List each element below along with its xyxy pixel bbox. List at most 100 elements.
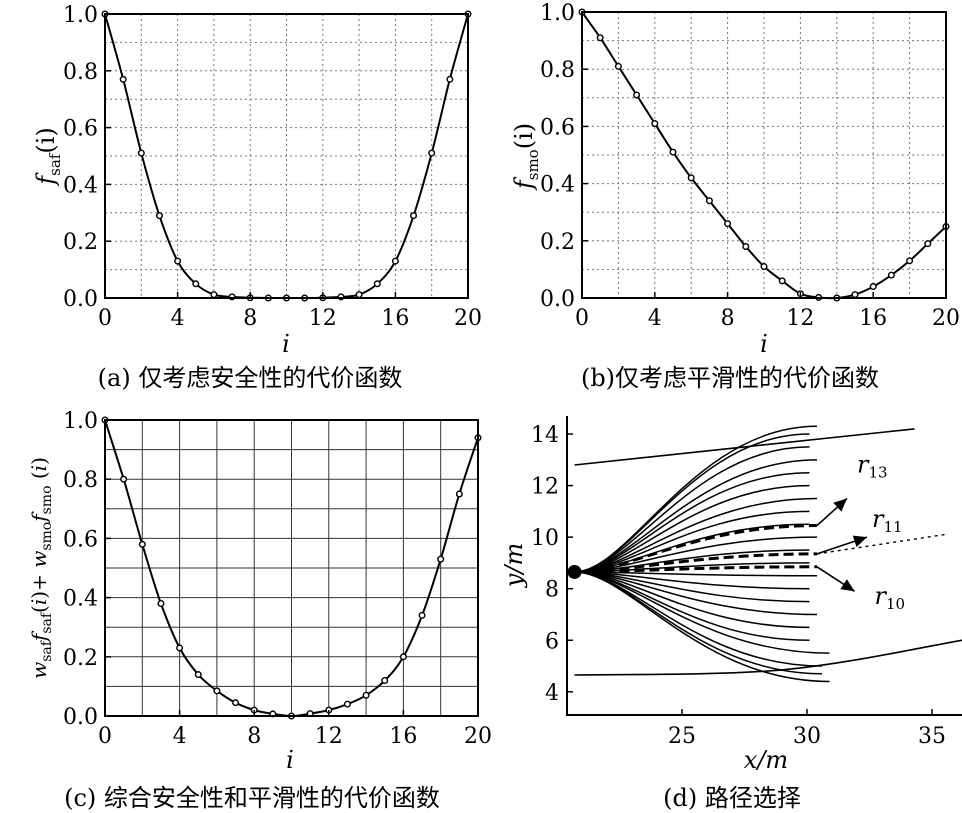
x-tick-label: 20 <box>454 306 482 331</box>
data-point <box>887 271 895 279</box>
panel-c-xlabel: i <box>286 746 294 774</box>
data-point <box>399 653 407 661</box>
panel-b-markers <box>578 8 950 302</box>
panel-d-caption: (d) 路径选择 <box>663 784 801 812</box>
panel-b-ylabel-sub: smo <box>524 149 542 180</box>
x-tick-label: 4 <box>173 724 187 749</box>
data-point <box>705 197 713 205</box>
panel-b-frame <box>581 11 947 299</box>
x-tick-label: 25 <box>668 724 696 749</box>
start-point <box>567 564 582 579</box>
panel-b-ylabel-tail: (i) <box>510 123 538 149</box>
panel-a-grid <box>105 14 468 298</box>
x-tick-label: 20 <box>464 724 492 749</box>
x-tick-label: 12 <box>315 724 343 749</box>
x-tick-label: 8 <box>721 306 735 331</box>
y-tick-label: 0.6 <box>540 115 575 140</box>
y-tick-label: 8 <box>545 578 559 603</box>
panel-a-x-ticks: 0 4 8 12 16 20 <box>98 292 482 331</box>
x-tick-label: 8 <box>247 724 261 749</box>
panel-b-grid <box>582 12 946 298</box>
y-tick-label: 0.4 <box>540 173 575 198</box>
panel-c-caption: (c) 综合安全性和平滑性的代价函数 <box>64 784 440 812</box>
data-point <box>924 240 932 248</box>
panel-a-caption: (a) 仅考虑安全性的代价函数 <box>98 364 403 392</box>
y-tick-label: 1.0 <box>540 1 575 26</box>
panel-b-x-ticks: 0 4 8 12 16 20 <box>575 292 960 331</box>
data-point <box>138 540 146 548</box>
data-point <box>176 644 184 652</box>
data-point <box>687 174 695 182</box>
x-tick-label: 30 <box>793 724 821 749</box>
data-point <box>155 212 163 220</box>
data-point <box>120 475 128 483</box>
panel-c-grid <box>105 420 478 716</box>
data-point <box>137 149 145 157</box>
y-tick-label: 0.8 <box>63 60 98 85</box>
panel-d-x-ticks: 25 30 35 <box>668 709 946 749</box>
data-point <box>869 283 877 291</box>
arrowhead-10 <box>840 579 855 592</box>
data-point <box>192 280 200 288</box>
panel-d: r13 r11 r10 25 30 35 4 6 8 10 12 14 x/m y/m (d) 路… <box>500 416 962 812</box>
panel-b-ylabel: fsmo(i) <box>510 123 542 191</box>
panel-a-y-ticks: 0.0 0.2 0.4 0.6 0.8 1.0 <box>63 3 111 312</box>
panel-a-ylabel-tail: (i) <box>32 127 60 153</box>
panel-b-caption: (b)仅考虑平滑性的代价函数 <box>581 364 879 392</box>
panel-d-axes <box>566 416 962 716</box>
path-label-10: r10 <box>875 582 906 613</box>
data-point <box>119 75 127 83</box>
panel-d-selected-paths <box>567 524 945 579</box>
x-tick-label: 0 <box>98 724 112 749</box>
panel-d-ylabel: y/m <box>500 543 528 588</box>
data-point <box>174 257 182 265</box>
x-tick-label: 8 <box>243 306 257 331</box>
data-point <box>633 91 641 99</box>
y-tick-label: 0.4 <box>63 587 98 612</box>
data-point <box>760 263 768 271</box>
x-tick-label: 16 <box>389 724 417 749</box>
y-tick-label: 0.4 <box>63 173 98 198</box>
y-tick-label: 0.8 <box>540 58 575 83</box>
y-tick-label: 4 <box>545 681 559 706</box>
data-point <box>455 490 463 498</box>
x-tick-label: 16 <box>859 306 887 331</box>
x-tick-label: 0 <box>575 306 589 331</box>
data-point <box>194 671 202 679</box>
path-label-13: r13 <box>857 451 888 482</box>
data-point <box>778 277 786 285</box>
data-point <box>906 257 914 265</box>
panel-d-arrows: r13 r11 r10 <box>816 451 906 613</box>
data-point <box>651 120 659 128</box>
y-tick-label: 0.2 <box>63 646 98 671</box>
data-point <box>391 257 399 265</box>
data-point <box>362 691 370 699</box>
panel-d-y-ticks: 4 6 8 10 12 14 <box>531 423 573 706</box>
y-tick-label: 1.0 <box>63 3 98 28</box>
data-point <box>669 148 677 156</box>
y-tick-label: 0.0 <box>540 287 575 312</box>
data-point <box>343 700 351 708</box>
data-point <box>742 243 750 251</box>
data-point <box>355 291 363 299</box>
panel-c-y-ticks: 0.0 0.2 0.4 0.6 0.8 1.0 <box>63 409 111 730</box>
panel-d-xlabel: x/m <box>744 746 788 774</box>
x-tick-label: 12 <box>786 306 814 331</box>
y-tick-label: 0.0 <box>63 287 98 312</box>
data-point <box>851 291 859 299</box>
y-tick-label: 14 <box>531 423 559 448</box>
candidate-path <box>574 425 818 573</box>
x-tick-label: 4 <box>171 306 185 331</box>
y-tick-label: 0.2 <box>63 230 98 255</box>
y-tick-label: 12 <box>531 475 559 500</box>
panel-c-x-ticks: 0 4 8 12 16 20 <box>98 710 492 749</box>
path-extension <box>816 533 945 555</box>
data-point <box>596 34 604 42</box>
y-tick-label: 0.6 <box>63 117 98 142</box>
selected-path-10 <box>574 565 818 574</box>
y-tick-label: 0.2 <box>540 230 575 255</box>
y-tick-label: 0.8 <box>63 468 98 493</box>
x-tick-label: 4 <box>648 306 662 331</box>
y-tick-label: 1.0 <box>63 409 98 434</box>
